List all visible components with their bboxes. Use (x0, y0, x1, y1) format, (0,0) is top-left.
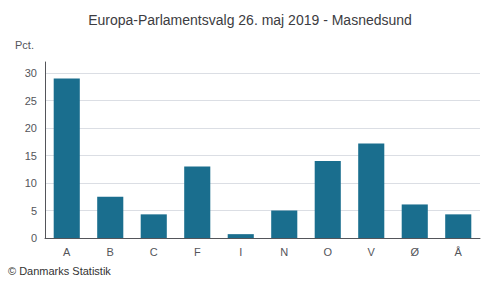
svg-text:A: A (63, 246, 71, 258)
svg-text:© Danmarks Statistik: © Danmarks Statistik (8, 265, 111, 277)
svg-text:I: I (239, 246, 242, 258)
svg-text:10: 10 (25, 177, 37, 189)
svg-text:30: 30 (25, 67, 37, 79)
svg-text:N: N (280, 246, 288, 258)
svg-text:O: O (323, 246, 332, 258)
svg-text:C: C (150, 246, 158, 258)
svg-text:B: B (107, 246, 114, 258)
svg-text:Ø: Ø (410, 246, 419, 258)
svg-text:0: 0 (31, 232, 37, 244)
svg-text:Å: Å (455, 246, 463, 258)
svg-text:25: 25 (25, 95, 37, 107)
svg-text:F: F (194, 246, 201, 258)
svg-text:20: 20 (25, 122, 37, 134)
svg-text:V: V (368, 246, 376, 258)
svg-text:5: 5 (31, 205, 37, 217)
svg-text:Pct.: Pct. (15, 39, 34, 51)
svg-text:Europa-Parlamentsvalg 26. maj: Europa-Parlamentsvalg 26. maj 2019 - Mas… (88, 12, 412, 28)
svg-text:15: 15 (25, 150, 37, 162)
